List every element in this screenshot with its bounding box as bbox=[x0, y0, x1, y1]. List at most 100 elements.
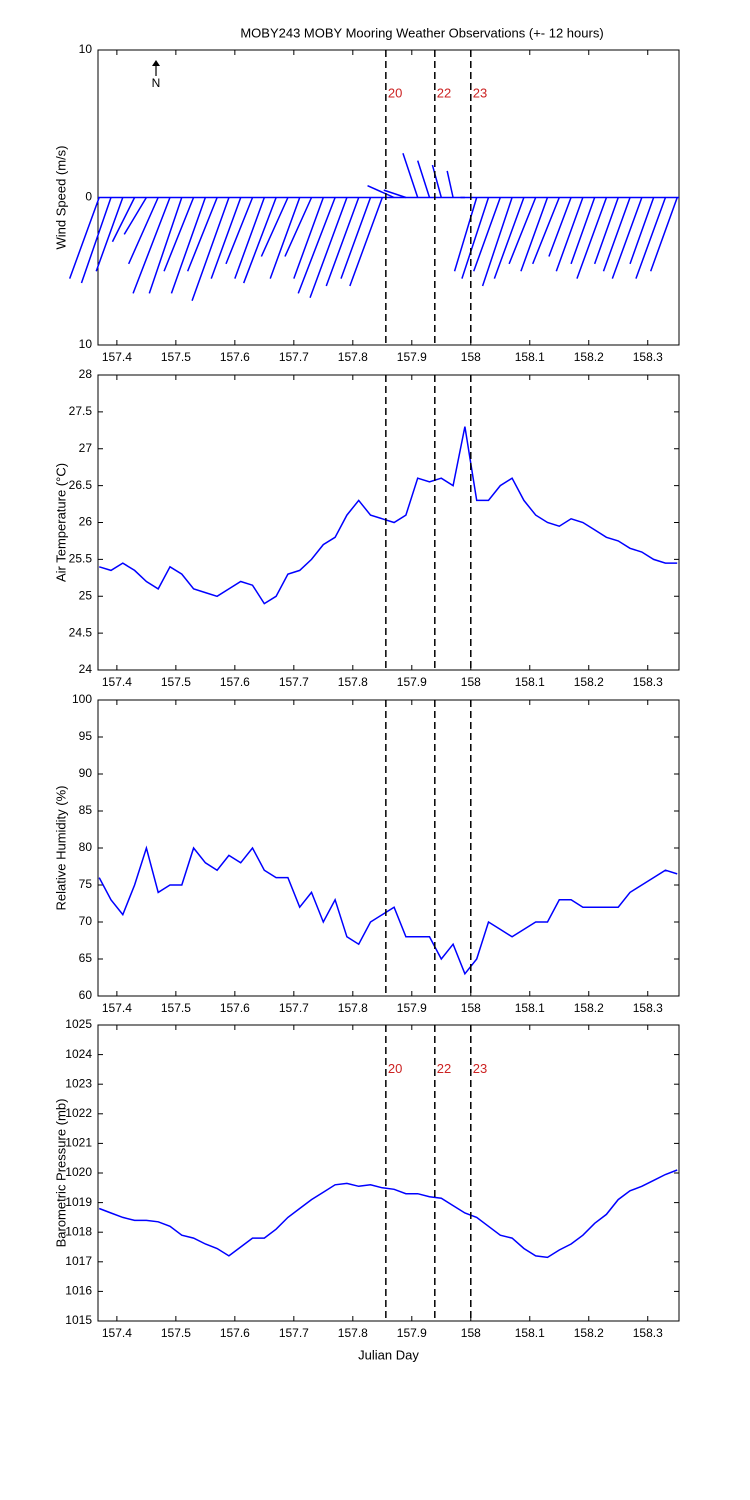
wind-stick bbox=[548, 197, 572, 257]
event-label: 23 bbox=[473, 86, 487, 101]
x-tick-label: 157.9 bbox=[397, 1001, 427, 1015]
x-tick-label: 158 bbox=[461, 675, 481, 689]
wind-stick bbox=[383, 189, 407, 199]
y-tick-label: 26.5 bbox=[69, 478, 93, 492]
y-tick-label: 1015 bbox=[65, 1313, 92, 1327]
wind-stick bbox=[473, 197, 501, 272]
x-tick-label: 157.4 bbox=[102, 1001, 132, 1015]
event-label: 20 bbox=[388, 86, 402, 101]
y-tick-label: 80 bbox=[79, 840, 93, 854]
x-tick-label: 158.1 bbox=[515, 675, 545, 689]
x-tick-label: 158.3 bbox=[633, 1326, 663, 1340]
wind-stick bbox=[95, 197, 124, 272]
x-tick-label: 158.2 bbox=[574, 1001, 604, 1015]
wind-stick bbox=[576, 197, 608, 279]
wind-stick bbox=[493, 197, 525, 279]
wind-stick bbox=[602, 197, 631, 272]
event-label: 23 bbox=[473, 1061, 487, 1076]
wind-stick bbox=[297, 197, 336, 294]
y-tick-label: 1017 bbox=[65, 1254, 92, 1268]
y-axis-label: Relative Humidity (%) bbox=[53, 786, 68, 911]
wind-stick bbox=[402, 153, 419, 198]
y-tick-label: 65 bbox=[79, 951, 93, 965]
axes-box bbox=[97, 1024, 680, 1322]
y-tick-label: 1019 bbox=[65, 1195, 92, 1209]
x-tick-label: 157.6 bbox=[220, 1326, 250, 1340]
x-tick-label: 158 bbox=[461, 1326, 481, 1340]
y-tick-label: 1023 bbox=[65, 1076, 92, 1090]
data-line bbox=[98, 426, 678, 605]
x-tick-label: 157.7 bbox=[279, 350, 309, 364]
wind-stick bbox=[367, 185, 395, 199]
y-tick-label: 0 bbox=[85, 190, 92, 204]
y-tick-label: 85 bbox=[79, 803, 93, 817]
wind-stick bbox=[234, 197, 266, 279]
y-tick-label: 1021 bbox=[65, 1136, 92, 1150]
wind-stick bbox=[570, 197, 596, 265]
x-tick-label: 157.6 bbox=[220, 350, 250, 364]
y-axis-label: Air Temperature (°C) bbox=[53, 463, 68, 582]
x-tick-label: 158.3 bbox=[633, 350, 663, 364]
x-tick-label: 157.7 bbox=[279, 1326, 309, 1340]
x-tick-label: 158.2 bbox=[574, 1326, 604, 1340]
x-tick-label: 158 bbox=[461, 350, 481, 364]
x-tick-label: 157.8 bbox=[338, 350, 368, 364]
event-label: 22 bbox=[437, 86, 451, 101]
wind-stick bbox=[508, 197, 537, 265]
x-tick-label: 157.9 bbox=[397, 1326, 427, 1340]
x-axis-label: Julian Day bbox=[358, 1347, 419, 1362]
y-tick-label: 24.5 bbox=[69, 625, 93, 639]
wind-stick bbox=[68, 197, 100, 279]
x-tick-label: 157.4 bbox=[102, 1326, 132, 1340]
y-axis-label: Barometric Pressure (mb) bbox=[53, 1099, 68, 1248]
chart-title: MOBY243 MOBY Mooring Weather Observation… bbox=[240, 25, 603, 40]
y-axis-label: Wind Speed (m/s) bbox=[53, 145, 68, 249]
wind-stick bbox=[520, 197, 549, 272]
x-tick-label: 157.7 bbox=[279, 1001, 309, 1015]
wind-stick bbox=[629, 197, 655, 265]
x-tick-label: 157.6 bbox=[220, 675, 250, 689]
wind-stick bbox=[293, 197, 325, 279]
x-tick-label: 158.3 bbox=[633, 1001, 663, 1015]
wind-stick bbox=[123, 197, 148, 235]
wind-stick bbox=[210, 197, 242, 279]
wind-stick bbox=[611, 197, 643, 279]
y-tick-label: 10 bbox=[79, 42, 93, 56]
x-tick-label: 157.7 bbox=[279, 675, 309, 689]
x-tick-label: 157.9 bbox=[397, 675, 427, 689]
data-line bbox=[98, 1169, 678, 1259]
y-tick-label: 28 bbox=[79, 367, 93, 381]
wind-stick bbox=[225, 197, 254, 265]
x-tick-label: 157.6 bbox=[220, 1001, 250, 1015]
y-tick-label: 90 bbox=[79, 766, 93, 780]
y-tick-label: 24 bbox=[79, 662, 93, 676]
wind-stick bbox=[132, 197, 171, 294]
wind-stick bbox=[325, 197, 360, 287]
event-label: 20 bbox=[388, 1061, 402, 1076]
axes-box bbox=[97, 699, 680, 997]
x-tick-label: 158.2 bbox=[574, 675, 604, 689]
wind-stick bbox=[191, 197, 230, 302]
wind-stick bbox=[555, 197, 584, 272]
x-tick-label: 157.5 bbox=[161, 1001, 191, 1015]
y-tick-label: 25 bbox=[79, 588, 93, 602]
axes-box bbox=[97, 374, 680, 671]
y-tick-label: 27.5 bbox=[69, 404, 93, 418]
x-tick-label: 158.3 bbox=[633, 675, 663, 689]
y-tick-label: 100 bbox=[72, 692, 92, 706]
x-tick-label: 158.1 bbox=[515, 350, 545, 364]
x-tick-label: 157.4 bbox=[102, 350, 132, 364]
x-tick-label: 157.9 bbox=[397, 350, 427, 364]
wind-stick bbox=[453, 197, 478, 272]
y-tick-label: 1024 bbox=[65, 1047, 92, 1061]
x-tick-label: 157.5 bbox=[161, 350, 191, 364]
x-tick-label: 157.4 bbox=[102, 675, 132, 689]
y-tick-label: 1020 bbox=[65, 1165, 92, 1179]
x-tick-label: 158 bbox=[461, 1001, 481, 1015]
y-tick-label: 1022 bbox=[65, 1106, 92, 1120]
y-tick-label: 70 bbox=[79, 914, 93, 928]
wind-stick bbox=[170, 197, 207, 294]
y-tick-label: 1016 bbox=[65, 1284, 92, 1298]
wind-stick bbox=[635, 197, 667, 279]
wind-stick bbox=[309, 197, 348, 299]
